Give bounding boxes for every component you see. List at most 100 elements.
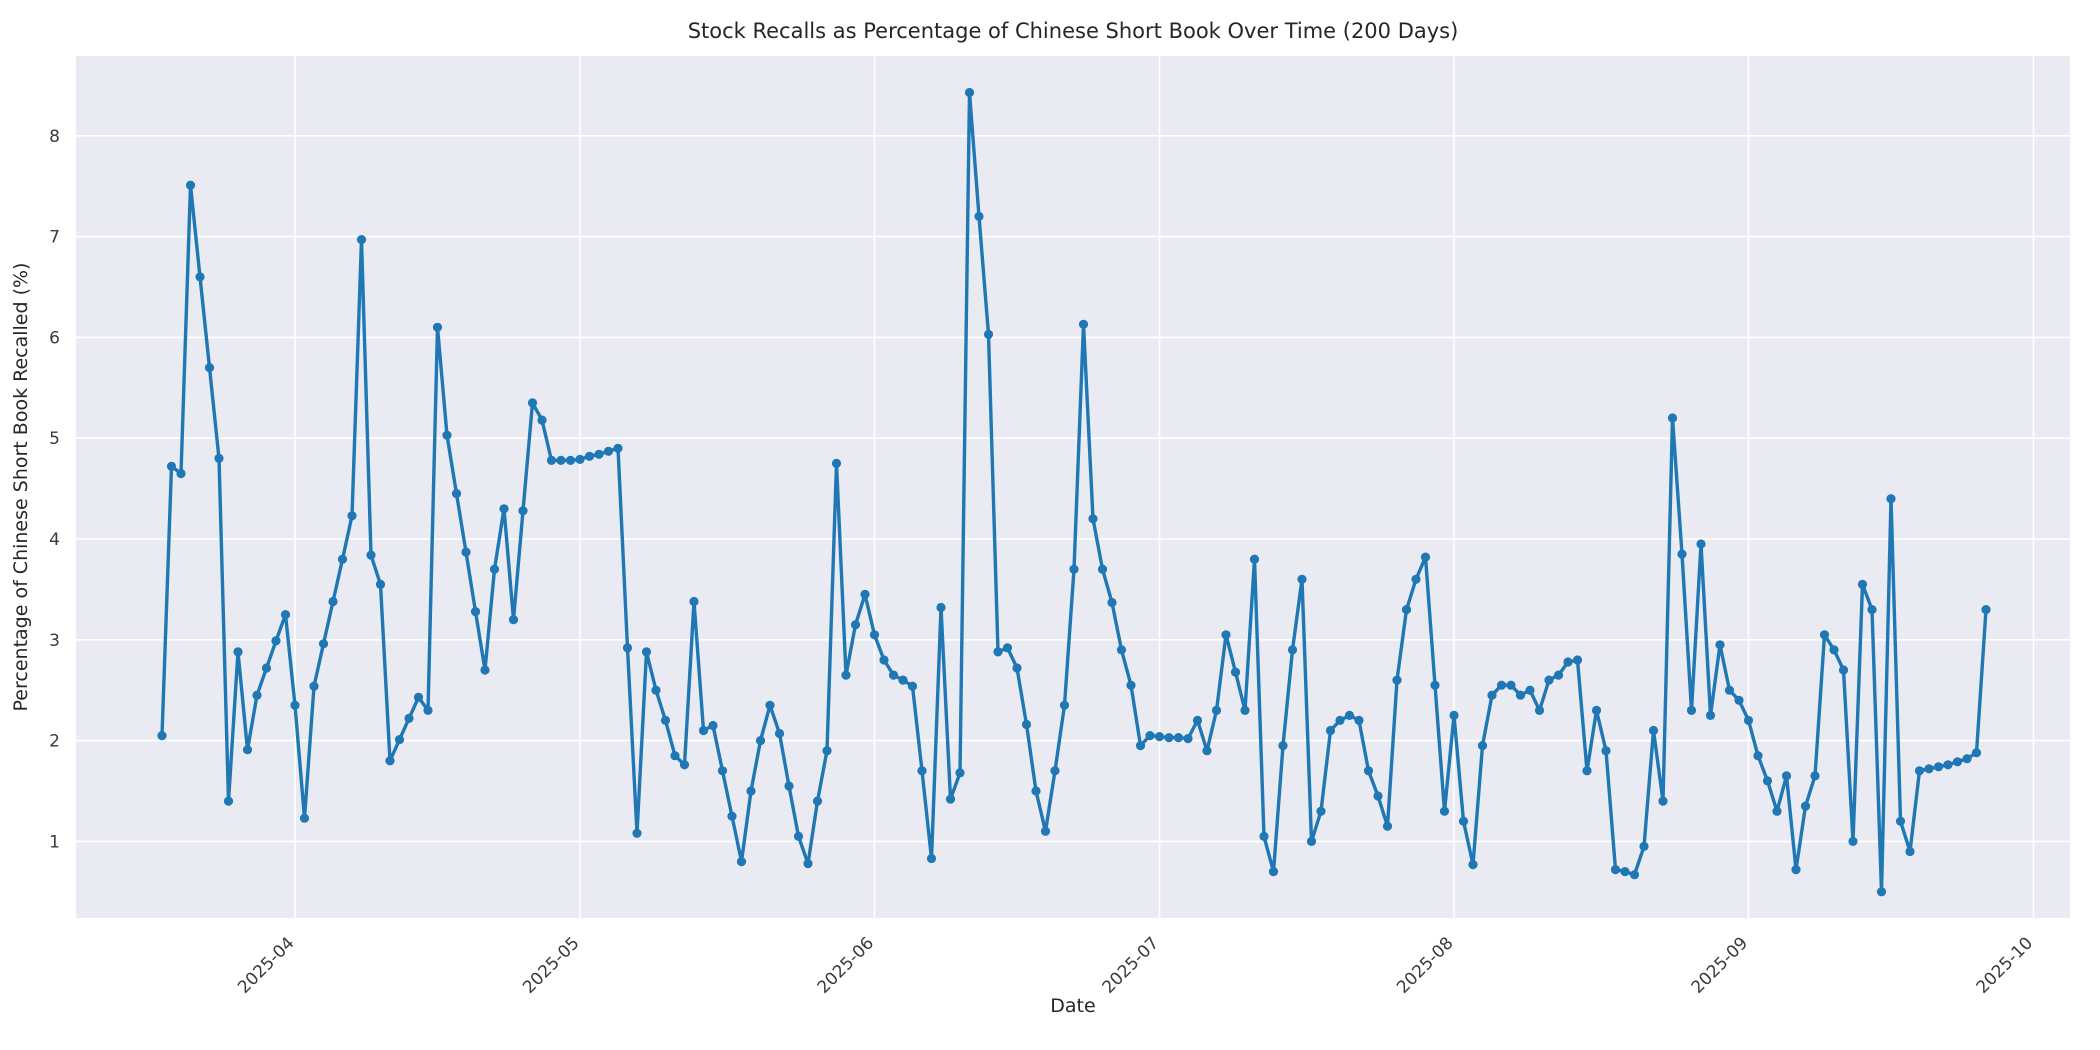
data-point: [1050, 766, 1060, 776]
data-point: [565, 455, 576, 465]
data-point: [1762, 776, 1773, 786]
data-point: [537, 415, 547, 425]
data-point: [1696, 539, 1706, 549]
data-point: [917, 766, 927, 776]
y-tick-label: 6: [49, 328, 60, 348]
y-tick-label: 2: [49, 732, 60, 752]
data-point: [717, 766, 728, 776]
data-point: [1354, 715, 1364, 726]
data-point: [176, 468, 186, 479]
chart-title: Stock Recalls as Percentage of Chinese S…: [688, 19, 1459, 43]
y-tick-label: 7: [49, 228, 60, 248]
data-point: [1278, 741, 1288, 751]
data-point: [1800, 801, 1811, 811]
data-point: [1012, 663, 1022, 673]
data-point: [1420, 552, 1431, 562]
data-point: [689, 596, 699, 607]
data-point: [299, 813, 310, 823]
data-point: [1781, 771, 1792, 781]
data-point: [1031, 786, 1041, 796]
data-point: [508, 615, 519, 625]
data-point: [1658, 796, 1668, 806]
data-point: [1116, 645, 1127, 655]
data-point: [1059, 700, 1070, 710]
data-point: [1458, 816, 1469, 826]
data-point: [1525, 685, 1535, 695]
data-point: [1914, 766, 1925, 776]
data-point: [651, 685, 661, 695]
data-point: [822, 746, 832, 756]
data-point: [556, 455, 566, 465]
data-point: [784, 781, 794, 791]
data-point: [1563, 657, 1573, 667]
data-point: [1886, 494, 1896, 504]
data-point: [632, 828, 642, 838]
data-point: [860, 589, 870, 600]
data-point: [1905, 846, 1915, 857]
data-point: [803, 859, 813, 869]
data-point: [594, 449, 604, 459]
data-point: [1135, 741, 1146, 751]
data-point: [1924, 764, 1934, 774]
data-point: [1392, 675, 1402, 685]
plot-area: [76, 56, 2070, 918]
data-point: [850, 620, 861, 630]
data-point: [527, 398, 538, 408]
data-point: [1848, 836, 1858, 847]
data-point: [974, 211, 984, 221]
y-tick-label: 8: [49, 127, 60, 147]
data-point: [442, 430, 452, 440]
data-point: [375, 579, 386, 590]
data-point: [983, 329, 994, 339]
data-point: [252, 690, 262, 700]
y-tick-labels: 1 2 3 4 5 6 7 8: [49, 127, 60, 853]
data-point: [1819, 630, 1830, 640]
data-point: [1107, 597, 1117, 608]
data-point: [1088, 514, 1098, 524]
data-point: [1316, 806, 1326, 816]
data-point: [1601, 746, 1611, 756]
data-point: [489, 564, 500, 574]
data-point: [1230, 667, 1241, 677]
data-point: [1724, 685, 1735, 695]
x-axis-label: Date: [1050, 995, 1095, 1017]
data-point: [1078, 319, 1089, 329]
data-point: [1373, 791, 1383, 801]
data-point: [1667, 413, 1678, 423]
data-point: [746, 786, 756, 796]
data-point: [622, 643, 633, 653]
data-point: [955, 768, 965, 778]
data-point: [670, 751, 680, 761]
data-point: [290, 700, 300, 710]
data-point: [404, 713, 414, 724]
data-point: [1449, 710, 1459, 721]
data-point: [480, 665, 490, 675]
data-point: [812, 796, 823, 806]
data-point: [204, 363, 215, 373]
y-axis-label: Percentage of Chinese Short Book Recalle…: [10, 263, 32, 712]
data-point: [1477, 741, 1488, 751]
data-point: [223, 796, 234, 806]
data-point: [603, 446, 614, 456]
data-point: [660, 715, 671, 726]
data-point: [318, 639, 329, 649]
data-point: [1734, 695, 1744, 705]
data-point: [1639, 841, 1649, 852]
data-point: [1629, 870, 1640, 880]
data-point: [1325, 725, 1336, 736]
data-point: [157, 731, 167, 741]
data-point: [898, 675, 908, 685]
data-point: [774, 728, 785, 739]
data-point: [1648, 725, 1659, 736]
data-point: [432, 322, 443, 332]
data-point: [337, 554, 348, 564]
data-point: [451, 489, 462, 499]
data-point: [1838, 665, 1849, 675]
data-point: [166, 461, 177, 471]
data-point: [1971, 748, 1982, 758]
data-point: [1515, 690, 1526, 700]
data-point: [1040, 826, 1051, 836]
data-point: [1259, 831, 1269, 842]
data-point: [1363, 766, 1374, 776]
data-point: [347, 511, 357, 521]
